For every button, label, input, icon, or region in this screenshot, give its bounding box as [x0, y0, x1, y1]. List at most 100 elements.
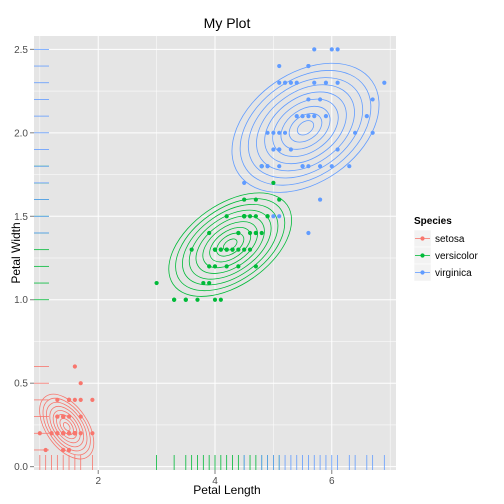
rug-marks	[34, 48, 385, 470]
point-setosa	[90, 431, 95, 436]
point-virginica	[300, 164, 305, 169]
contour-line	[272, 98, 339, 157]
point-setosa	[61, 414, 66, 419]
point-virginica	[335, 147, 340, 152]
point-setosa	[55, 397, 60, 402]
point-setosa	[61, 431, 66, 436]
point-versicolor	[189, 247, 194, 252]
point-versicolor	[259, 230, 264, 236]
point-virginica	[282, 80, 288, 85]
point-versicolor	[212, 247, 218, 252]
legend-key-point	[420, 236, 425, 241]
point-virginica	[277, 80, 282, 85]
chart-title: My Plot	[204, 15, 251, 31]
point-virginica	[277, 147, 282, 152]
y-tick-label: 1.0	[14, 295, 28, 306]
y-tick-label: 0.0	[14, 462, 28, 473]
point-versicolor	[212, 264, 218, 269]
legend-item-setosa: setosa	[413, 229, 465, 248]
legend-label: versicolor	[435, 251, 478, 262]
point-versicolor	[247, 247, 253, 252]
point-virginica	[306, 164, 311, 169]
point-versicolor	[236, 247, 241, 252]
contour-line	[280, 105, 331, 150]
contour-line	[231, 62, 380, 193]
contour-line	[168, 192, 292, 297]
point-virginica	[277, 214, 282, 219]
point-setosa	[72, 397, 77, 402]
legend-key-point	[420, 270, 425, 275]
legend-title: Species	[414, 216, 452, 227]
y-tick-label: 0.5	[14, 379, 28, 390]
point-setosa	[66, 414, 72, 419]
point-virginica	[271, 147, 276, 152]
point-versicolor	[195, 297, 200, 302]
contour-line	[264, 91, 347, 165]
y-tick-label: 1.5	[14, 212, 28, 223]
y-tick-label: 2.0	[14, 128, 28, 139]
point-versicolor	[224, 264, 229, 269]
point-virginica	[306, 97, 311, 102]
contour-line	[288, 113, 323, 143]
point-versicolor	[247, 230, 253, 236]
point-virginica	[271, 214, 276, 219]
x-axis-title: Petal Length	[193, 483, 260, 497]
point-versicolor	[207, 230, 212, 236]
point-versicolor	[183, 297, 188, 302]
y-tick-label: 2.5	[14, 45, 28, 56]
contour-line	[195, 215, 265, 274]
point-versicolor	[242, 197, 247, 202]
point-setosa	[78, 381, 83, 386]
point-virginica	[265, 130, 270, 135]
legend-item-virginica: virginica	[413, 263, 472, 282]
point-virginica	[382, 80, 387, 85]
point-versicolor	[212, 297, 218, 302]
point-virginica	[312, 80, 317, 85]
contour-line	[247, 77, 364, 179]
point-virginica	[277, 164, 282, 169]
contour-line	[216, 232, 245, 257]
point-versicolor	[242, 214, 247, 219]
point-virginica	[317, 197, 323, 202]
legend-item-versicolor: versicolor	[413, 246, 478, 265]
point-virginica	[312, 47, 317, 52]
point-virginica	[265, 164, 270, 169]
legend-label: setosa	[435, 234, 465, 245]
x-tick-label: 2	[95, 476, 101, 487]
point-virginica	[294, 80, 299, 85]
legend: Species setosa versicolor virginica	[413, 216, 478, 282]
point-setosa	[78, 397, 83, 402]
point-virginica	[317, 97, 323, 102]
contour-line	[39, 393, 95, 460]
point-virginica	[242, 180, 247, 185]
contour-line	[296, 120, 315, 136]
point-virginica	[335, 80, 340, 85]
point-setosa	[43, 447, 48, 453]
point-virginica	[317, 164, 323, 169]
point-versicolor	[253, 197, 258, 202]
point-setosa	[72, 431, 77, 436]
point-setosa	[66, 397, 72, 402]
point-versicolor	[224, 214, 229, 219]
point-virginica	[277, 130, 282, 135]
point-virginica	[288, 80, 294, 85]
point-virginica	[323, 80, 329, 85]
point-virginica	[329, 47, 334, 52]
gridlines	[34, 36, 396, 470]
point-versicolor	[265, 214, 270, 219]
point-virginica	[300, 114, 305, 119]
contour-line	[256, 84, 355, 172]
point-virginica	[353, 130, 358, 135]
contour-line	[175, 198, 286, 292]
point-versicolor	[207, 280, 212, 286]
point-virginica	[306, 230, 311, 236]
point-versicolor	[253, 230, 258, 236]
point-versicolor	[242, 247, 247, 252]
point-virginica	[288, 147, 294, 152]
point-virginica	[335, 47, 340, 52]
data-points	[37, 47, 387, 453]
point-setosa	[90, 397, 95, 402]
point-setosa	[49, 431, 54, 436]
point-versicolor	[218, 297, 223, 302]
